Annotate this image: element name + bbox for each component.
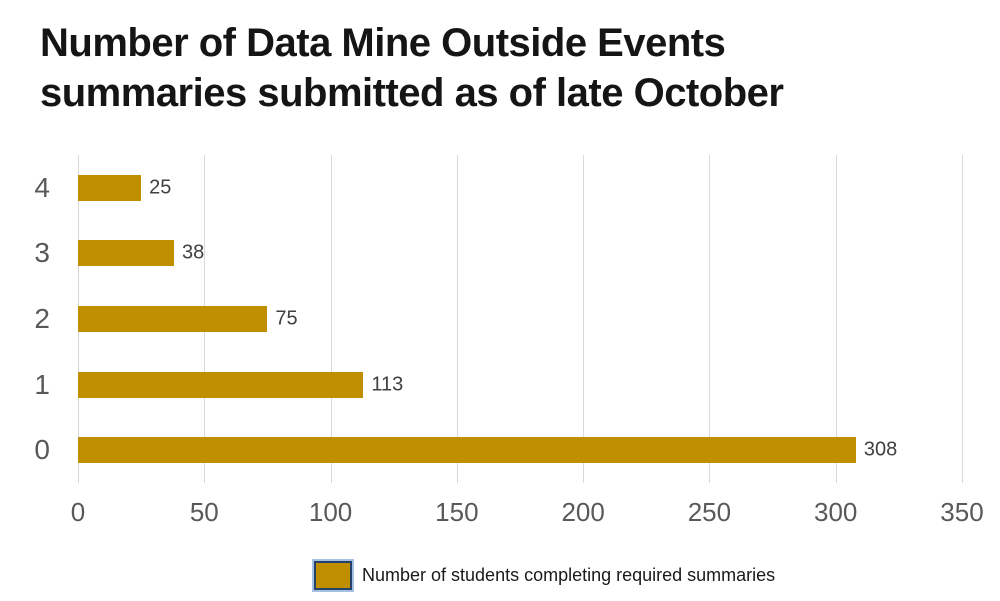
legend: Number of students completing required s… bbox=[312, 559, 776, 592]
chart-title: Number of Data Mine Outside Events summa… bbox=[40, 21, 784, 115]
bar-value-label: 38 bbox=[181, 241, 205, 264]
gridline bbox=[330, 155, 332, 483]
legend-swatch-icon bbox=[312, 559, 354, 592]
bar-row: 75 bbox=[78, 306, 962, 332]
bar-row: 38 bbox=[78, 240, 962, 267]
bar bbox=[78, 371, 364, 398]
bar bbox=[78, 306, 268, 332]
x-tick-label: 350 bbox=[940, 497, 984, 527]
x-tick-label: 300 bbox=[814, 497, 858, 527]
x-tick-label: 250 bbox=[687, 497, 732, 527]
bar-value-label: 75 bbox=[275, 307, 298, 330]
gridline bbox=[583, 155, 585, 483]
x-tick-label: 0 bbox=[70, 497, 86, 527]
x-axis-tick-labels: 0 50 100 150 200 250 300 350 bbox=[71, 497, 984, 533]
legend-label: Number of students completing required s… bbox=[362, 565, 776, 585]
gridline bbox=[962, 155, 963, 483]
bar-row: 113 bbox=[78, 371, 962, 398]
gridline bbox=[456, 155, 458, 483]
bar-row: 308 bbox=[78, 437, 962, 464]
y-category-label: 4 bbox=[34, 171, 50, 203]
bar-row: 25 bbox=[78, 174, 962, 201]
bar-value-label: 25 bbox=[149, 176, 172, 199]
y-category-label: 1 bbox=[34, 368, 50, 400]
x-tick-label: 100 bbox=[308, 497, 353, 527]
gridline bbox=[709, 155, 711, 483]
gridline bbox=[835, 155, 837, 483]
y-category-label: 3 bbox=[34, 237, 50, 269]
bar-value-label: 308 bbox=[863, 438, 898, 461]
plot-area: 25 38 75 113 308 bbox=[78, 155, 963, 483]
x-tick-label: 50 bbox=[189, 497, 219, 527]
x-tick-label: 150 bbox=[435, 497, 479, 527]
bar bbox=[78, 437, 856, 464]
y-category-label: 2 bbox=[34, 303, 50, 334]
bar-value-label: 113 bbox=[371, 373, 404, 396]
x-tick-label: 200 bbox=[561, 497, 605, 527]
bar bbox=[78, 240, 174, 267]
bar bbox=[78, 174, 142, 201]
y-axis-category-labels: 4 3 2 1 0 bbox=[0, 155, 56, 483]
y-category-label: 0 bbox=[34, 434, 50, 466]
